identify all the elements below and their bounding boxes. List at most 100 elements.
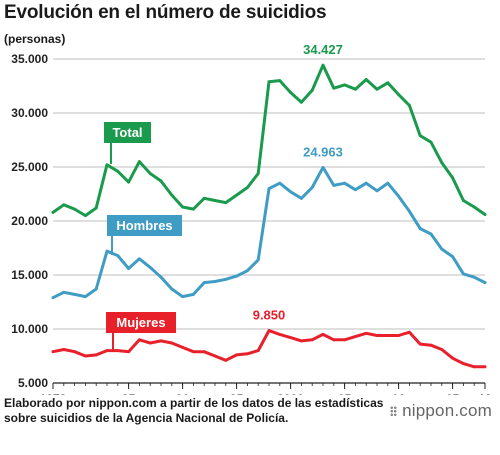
x-tick-label: 2000 (277, 392, 304, 395)
data-point-hombres (397, 194, 400, 198)
data-point-total (354, 87, 357, 91)
data-point-hombres (181, 295, 185, 298)
y-tick-label: 15.000 (11, 268, 48, 282)
data-point-hombres (246, 269, 249, 273)
data-point-total (213, 199, 217, 202)
data-point-mujeres (289, 336, 292, 340)
x-tick-label: 85 (122, 392, 136, 395)
data-point-total (332, 86, 336, 90)
callout-box-mujeres (106, 312, 176, 333)
y-tick-label: 35.000 (11, 52, 48, 66)
data-point-mujeres (386, 334, 390, 337)
brand-name: nippon.com (402, 401, 492, 420)
data-point-total (364, 78, 368, 81)
data-point-hombres (127, 267, 130, 270)
data-point-mujeres (321, 333, 325, 336)
data-point-hombres (267, 187, 271, 191)
series-callouts: Total Hombres Mujeres (104, 122, 182, 351)
data-point-mujeres (429, 343, 433, 347)
data-point-mujeres (116, 349, 120, 352)
data-point-mujeres (408, 330, 411, 334)
data-point-total (256, 172, 260, 175)
data-point-hombres (105, 249, 109, 253)
data-point-hombres (321, 165, 325, 169)
series-line-mujeres (51, 329, 487, 369)
data-point-hombres (440, 247, 444, 251)
data-point-mujeres (278, 333, 282, 336)
data-point-hombres (278, 181, 282, 185)
y-axis-ticks: 5.000 10.000 15.000 20.000 25.000 30.000 35.00… (11, 52, 48, 390)
data-point-total (94, 206, 98, 210)
data-point-total (246, 186, 249, 189)
x-tick-label: 10 (392, 392, 406, 395)
x-tick-label: 18 (478, 392, 492, 395)
callout-box-total (104, 122, 151, 143)
x-tick-label: 90 (176, 392, 190, 395)
source-note: Elaborado por nippon.com a partir de los… (4, 396, 384, 425)
data-point-total (321, 63, 325, 67)
data-point-mujeres (256, 349, 260, 352)
data-point-total (462, 199, 465, 202)
data-point-hombres (375, 189, 379, 193)
peak-label-mujeres: 9.850 (253, 308, 286, 323)
data-point-hombres (138, 257, 141, 261)
data-point-total (472, 205, 476, 209)
data-point-total (386, 81, 390, 85)
data-point-total (278, 79, 282, 82)
data-point-total (84, 214, 87, 218)
data-point-hombres (202, 281, 206, 284)
data-point-total (408, 104, 411, 107)
data-point-hombres (224, 277, 228, 281)
data-point-total (224, 201, 228, 205)
data-point-hombres (483, 281, 487, 284)
data-point-total (343, 83, 346, 87)
peak-annotations: 34.427 24.963 9.850 (253, 42, 343, 322)
data-point-total (127, 180, 130, 184)
data-point-hombres (148, 266, 152, 269)
data-point-total (440, 161, 444, 165)
data-point-hombres (310, 186, 314, 189)
data-point-mujeres (170, 341, 174, 345)
data-point-mujeres (375, 334, 379, 337)
x-tick-label: 95 (230, 392, 244, 395)
data-point-hombres (62, 290, 66, 294)
y-axis-unit-label: (personas) (4, 32, 66, 46)
data-point-mujeres (440, 348, 444, 351)
data-point-total (181, 205, 185, 209)
data-point-mujeres (418, 342, 422, 346)
data-point-mujeres (267, 329, 271, 333)
data-point-total (62, 203, 66, 207)
data-point-hombres (429, 232, 433, 236)
data-point-hombres (235, 274, 239, 278)
data-point-total (116, 169, 120, 173)
data-point-mujeres (213, 354, 217, 358)
data-point-mujeres (138, 338, 141, 342)
data-point-mujeres (246, 352, 249, 356)
data-point-hombres (451, 255, 454, 259)
data-point-mujeres (300, 339, 303, 343)
callout-box-hombres (107, 215, 182, 236)
data-point-mujeres (51, 350, 55, 354)
data-point-hombres (472, 275, 476, 279)
data-point-hombres (343, 181, 346, 185)
data-point-total (202, 196, 206, 200)
data-point-total (310, 88, 314, 92)
data-point-mujeres (73, 350, 76, 354)
brand-dots-icon (390, 406, 398, 416)
data-point-mujeres (148, 341, 152, 345)
data-point-total (159, 179, 163, 183)
x-tick-label: 1978 (40, 392, 67, 395)
x-axis-ticks: 1978 85 90 95 2000 05 10 15 18 (40, 383, 492, 395)
data-point-mujeres (94, 353, 98, 357)
data-point-hombres (51, 296, 55, 300)
y-tick-label: 10.000 (11, 322, 48, 336)
series-lines (51, 63, 487, 369)
data-point-total (235, 193, 239, 197)
y-tick-label: 25.000 (11, 160, 48, 174)
data-point-total (148, 172, 152, 175)
data-point-mujeres (181, 345, 185, 349)
data-point-mujeres (462, 362, 465, 365)
data-point-hombres (192, 293, 195, 296)
data-point-mujeres (235, 353, 239, 357)
data-point-hombres (354, 188, 357, 192)
